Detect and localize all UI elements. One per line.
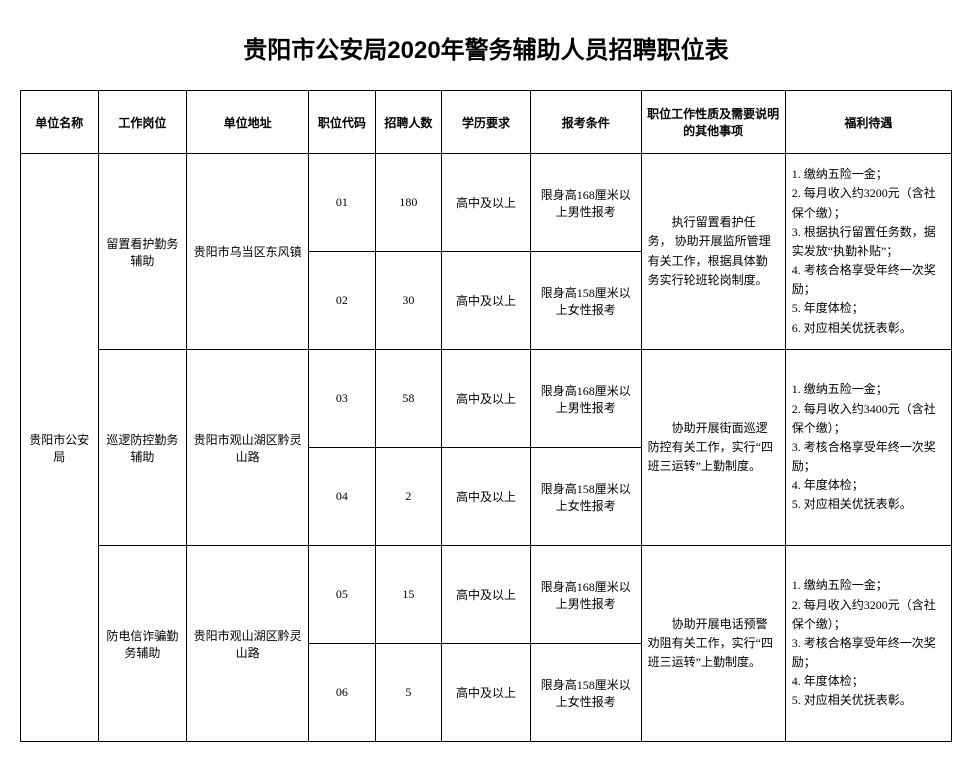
cell-code: 03 — [309, 350, 376, 448]
cell-cond: 限身高168厘米以上男性报考 — [530, 546, 641, 644]
cell-cond: 限身高168厘米以上男性报考 — [530, 154, 641, 252]
job-table: 单位名称 工作岗位 单位地址 职位代码 招聘人数 学历要求 报考条件 职位工作性… — [20, 90, 952, 742]
cell-job: 防电信诈骗勤务辅助 — [98, 546, 187, 742]
cell-cond: 限身高168厘米以上男性报考 — [530, 350, 641, 448]
table-row: 贵阳市公安局 留置看护勤务辅助 贵阳市乌当区东风镇 01 180 高中及以上 限… — [21, 154, 952, 252]
cell-job: 巡逻防控勤务辅助 — [98, 350, 187, 546]
cell-count: 5 — [375, 644, 442, 742]
page-title: 贵阳市公安局2020年警务辅助人员招聘职位表 — [20, 30, 952, 65]
cell-benefit: 1. 缴纳五险一金；2. 每月收入约3400元（含社保个缴）；3. 考核合格享受… — [785, 350, 951, 546]
cell-count: 15 — [375, 546, 442, 644]
cell-unit: 贵阳市公安局 — [21, 154, 99, 742]
th-unit: 单位名称 — [21, 91, 99, 154]
th-nature: 职位工作性质及需要说明的其他事项 — [641, 91, 785, 154]
cell-code: 01 — [309, 154, 376, 252]
cell-code: 02 — [309, 252, 376, 350]
cell-addr: 贵阳市乌当区东风镇 — [187, 154, 309, 350]
table-header-row: 单位名称 工作岗位 单位地址 职位代码 招聘人数 学历要求 报考条件 职位工作性… — [21, 91, 952, 154]
th-benefit: 福利待遇 — [785, 91, 951, 154]
th-addr: 单位地址 — [187, 91, 309, 154]
cell-count: 180 — [375, 154, 442, 252]
cell-job: 留置看护勤务辅助 — [98, 154, 187, 350]
cell-count: 30 — [375, 252, 442, 350]
cell-edu: 高中及以上 — [442, 154, 531, 252]
cell-cond: 限身高158厘米以上女性报考 — [530, 252, 641, 350]
cell-nature: 协助开展电话预警劝阻有关工作，实行“四班三运转”上勤制度。 — [641, 546, 785, 742]
cell-count: 2 — [375, 448, 442, 546]
th-cond: 报考条件 — [530, 91, 641, 154]
cell-edu: 高中及以上 — [442, 252, 531, 350]
cell-code: 06 — [309, 644, 376, 742]
table-body: 贵阳市公安局 留置看护勤务辅助 贵阳市乌当区东风镇 01 180 高中及以上 限… — [21, 154, 952, 742]
cell-nature: 执行留置看护任务， 协助开展监所管理有关工作，根据具体勤务实行轮班轮岗制度。 — [641, 154, 785, 350]
cell-benefit: 1. 缴纳五险一金；2. 每月收入约3200元（含社保个缴）；3. 根据执行留置… — [785, 154, 951, 350]
cell-cond: 限身高158厘米以上女性报考 — [530, 644, 641, 742]
cell-edu: 高中及以上 — [442, 448, 531, 546]
table-row: 防电信诈骗勤务辅助 贵阳市观山湖区黔灵山路 05 15 高中及以上 限身高168… — [21, 546, 952, 644]
cell-count: 58 — [375, 350, 442, 448]
cell-edu: 高中及以上 — [442, 350, 531, 448]
cell-code: 04 — [309, 448, 376, 546]
cell-addr: 贵阳市观山湖区黔灵山路 — [187, 350, 309, 546]
cell-addr: 贵阳市观山湖区黔灵山路 — [187, 546, 309, 742]
th-edu: 学历要求 — [442, 91, 531, 154]
cell-nature: 协助开展街面巡逻防控有关工作，实行“四班三运转”上勤制度。 — [641, 350, 785, 546]
th-job: 工作岗位 — [98, 91, 187, 154]
cell-cond: 限身高158厘米以上女性报考 — [530, 448, 641, 546]
cell-edu: 高中及以上 — [442, 644, 531, 742]
cell-edu: 高中及以上 — [442, 546, 531, 644]
cell-code: 05 — [309, 546, 376, 644]
table-row: 巡逻防控勤务辅助 贵阳市观山湖区黔灵山路 03 58 高中及以上 限身高168厘… — [21, 350, 952, 448]
th-count: 招聘人数 — [375, 91, 442, 154]
th-code: 职位代码 — [309, 91, 376, 154]
cell-benefit: 1. 缴纳五险一金；2. 每月收入约3200元（含社保个缴）；3. 考核合格享受… — [785, 546, 951, 742]
